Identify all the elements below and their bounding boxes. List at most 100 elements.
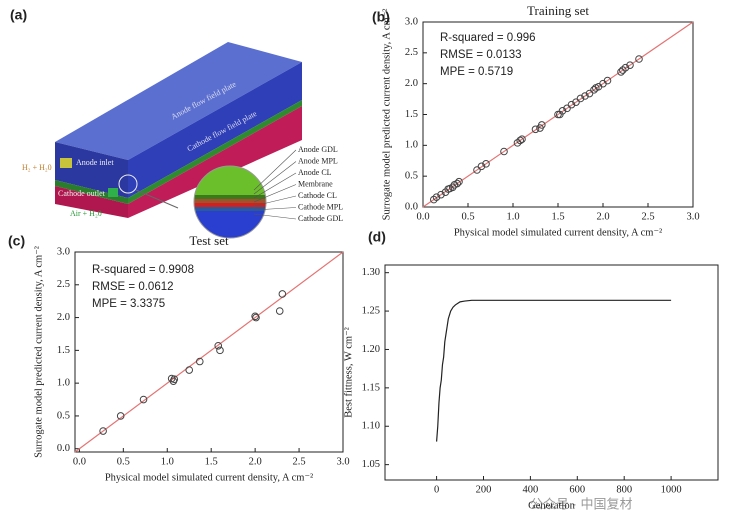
y-axis-title: Surrogate model predicted current densit… — [381, 9, 392, 221]
y-axis-title: Best fittness, W cm⁻² — [343, 327, 354, 418]
x-axis-title: Physical model simulated current density… — [454, 227, 662, 238]
plot-frame — [74, 251, 344, 453]
x-tick-label: 0.0 — [73, 456, 86, 467]
layer-label: Membrane — [298, 179, 333, 188]
data-point — [275, 307, 284, 315]
y-tick-label: 0.0 — [405, 201, 418, 212]
data-point — [500, 147, 508, 156]
y-tick-label: 1.20 — [362, 344, 380, 355]
leader-line — [253, 161, 297, 195]
fuel-cell-diagram: (a) Anode flow field plate Cathode flow … — [10, 7, 343, 239]
data-point — [567, 100, 576, 109]
leader-line — [253, 195, 297, 207]
data-point — [572, 98, 580, 106]
y-tick-label: 1.25 — [362, 305, 380, 316]
panel-label: (a) — [10, 7, 27, 23]
plot-frame — [384, 264, 719, 481]
x-tick-label: 2.5 — [293, 456, 306, 467]
watermark: 公众号 · 中国复材 — [530, 496, 633, 511]
annotation: MPE = 3.3375 — [92, 298, 165, 310]
data-point — [603, 76, 612, 85]
cathode-side — [128, 106, 302, 218]
x-tick-label: 400 — [523, 484, 539, 495]
layer-label: Cathode CL — [298, 191, 337, 200]
zoom-outline — [193, 165, 267, 239]
diagram-label: Air + H₂0 — [70, 209, 102, 218]
data-point — [139, 395, 148, 404]
data-line — [435, 299, 672, 442]
top-face — [55, 42, 302, 160]
x-tick-label: 800 — [616, 484, 632, 495]
leader-line — [253, 207, 297, 211]
diagram-label: H₂ + H₂0 — [22, 163, 52, 172]
layer-label: Cathode GDL — [298, 214, 343, 223]
data-point — [516, 136, 525, 145]
data-point — [531, 125, 540, 134]
annotation: R-squared = 0.9908 — [92, 264, 194, 276]
y-tick-label: 1.0 — [57, 378, 70, 389]
data-point — [251, 312, 259, 321]
x-tick-label: 1.0 — [161, 456, 174, 467]
data-point — [558, 107, 567, 115]
x-tick-label: 2.5 — [641, 211, 654, 222]
layer-label: Anode CL — [298, 168, 332, 177]
data-point — [453, 179, 462, 188]
data-point — [430, 195, 438, 204]
y-tick-label: 2.0 — [57, 312, 70, 323]
y-tick-label: 0.5 — [405, 171, 418, 182]
y-tick-label: 1.0 — [405, 140, 418, 151]
data-point — [216, 346, 224, 355]
data-point — [581, 92, 589, 100]
mea-side — [128, 100, 302, 204]
data-point — [214, 341, 223, 350]
x-tick-label: 2.0 — [249, 456, 262, 467]
data-point — [563, 104, 571, 113]
x-tick-label: 600 — [569, 484, 585, 495]
y-tick-label: 1.10 — [362, 421, 380, 432]
zoom-line — [135, 189, 179, 209]
x-axis-title: Physical model simulated current density… — [105, 472, 313, 483]
anode-end — [55, 142, 128, 198]
data-point — [576, 94, 585, 103]
y-tick-label: 1.15 — [362, 382, 380, 393]
data-point — [116, 412, 125, 420]
data-point — [99, 427, 107, 435]
leader-line — [253, 149, 297, 191]
y-axis-title: Surrogate model predicted current densit… — [33, 246, 44, 458]
y-tick-label: 2.5 — [57, 279, 70, 290]
y-tick-label: 3.0 — [405, 16, 418, 27]
zoom-marker — [118, 174, 138, 194]
data-point — [482, 160, 490, 168]
y-tick-label: 3.0 — [57, 246, 70, 257]
data-point — [518, 135, 526, 143]
panel-label: (c) — [8, 233, 25, 249]
x-tick-label: 200 — [476, 484, 492, 495]
leader-line — [253, 184, 297, 203]
data-point — [185, 366, 194, 374]
y-tick-label: 1.5 — [57, 345, 70, 356]
x-tick-label: 3.0 — [686, 211, 699, 222]
y-tick-label: 0.5 — [57, 410, 70, 421]
data-point — [538, 121, 546, 129]
data-point — [252, 313, 260, 322]
data-point — [617, 68, 625, 76]
x-tick-label: 1.5 — [205, 456, 218, 467]
layer-label: Anode MPL — [298, 156, 338, 165]
x-tick-label: 2.0 — [596, 211, 609, 222]
data-point — [448, 183, 457, 192]
chart-title: Training set — [527, 3, 589, 18]
reference-line — [422, 21, 694, 208]
data-point — [477, 162, 486, 171]
layer-label: Anode GDL — [298, 145, 338, 154]
panel-label: (b) — [372, 9, 390, 25]
panel-label: (d) — [368, 229, 386, 245]
y-tick-label: 1.30 — [362, 267, 380, 278]
x-tick-label: 1.0 — [506, 211, 519, 222]
data-point — [513, 139, 522, 147]
diagram-label: Anode inlet — [76, 158, 114, 167]
annotation: MPE = 0.5719 — [440, 66, 513, 78]
data-point — [278, 290, 287, 298]
annotation: R-squared = 0.996 — [440, 32, 536, 44]
data-point — [621, 63, 630, 72]
